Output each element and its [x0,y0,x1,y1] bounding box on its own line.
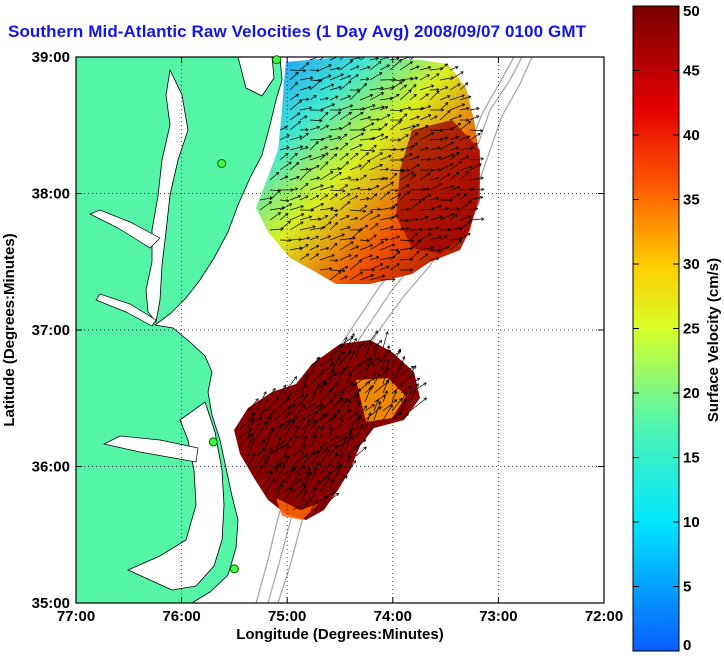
chart-title: Southern Mid-Atlantic Raw Velocities (1 … [8,22,587,41]
latitude-tick-labels: 39:00 38:00 37:00 36:00 35:00 [32,49,70,612]
colorbar-tick-label: 0 [683,637,691,654]
lon-tick-label: 75:00 [268,608,306,625]
colorbar-tick-label: 45 [683,63,700,80]
y-axis-label: Latitude (Degrees:Minutes) [1,233,18,426]
lat-tick-label: 38:00 [32,186,70,203]
colorbar-ticks: 0 5 10 15 20 25 30 35 40 45 50 [633,3,700,654]
lon-tick-label: 72:00 [585,608,623,625]
radar-station-marker [208,437,218,447]
lat-tick-label: 39:00 [32,49,70,66]
velocity-patch-south-edge [276,498,318,520]
colorbar-label: Surface Velocity (cm/s) [705,258,722,422]
lat-tick-label: 35:00 [32,595,70,612]
colorbar-tick-label: 20 [683,385,700,402]
radar-stations [208,55,282,574]
axis-ticks [75,56,605,604]
velocity-patch-south-mid [356,378,406,422]
potomac-river [89,209,161,249]
colorbar-tick-label: 30 [683,256,700,273]
longitude-tick-labels: 77:00 76:00 75:00 74:00 73:00 72:00 [57,608,623,625]
colorbar-tick-label: 10 [683,514,700,531]
radar-station-marker [217,158,227,168]
lon-tick-label: 74:00 [374,608,412,625]
radar-station-marker [229,564,239,574]
colorbar-tick-label: 5 [683,579,691,596]
colorbar-tick-label: 40 [683,127,700,144]
lon-tick-label: 76:00 [162,608,200,625]
land-mass [76,57,283,603]
lat-tick-label: 37:00 [32,322,70,339]
lon-tick-label: 77:00 [57,608,95,625]
colorbar-tick-label: 15 [683,450,700,467]
lat-tick-label: 36:00 [32,459,70,476]
lon-tick-label: 73:00 [479,608,517,625]
colorbar [632,5,680,652]
velocity-vectors [238,57,485,511]
x-axis-label: Longitude (Degrees:Minutes) [236,626,444,643]
chesapeake-bay [145,68,189,323]
radar-station-marker [272,55,282,65]
colorbar-tick-label: 25 [683,321,700,338]
albemarle-sound [102,435,199,463]
colorbar-tick-label: 50 [683,3,700,20]
map-grid [76,57,604,603]
james-river [95,293,157,327]
delaware-bay [237,57,275,97]
colorbar-tick-label: 35 [683,192,700,209]
